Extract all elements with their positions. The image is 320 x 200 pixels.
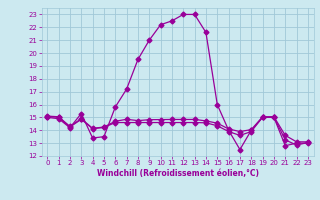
X-axis label: Windchill (Refroidissement éolien,°C): Windchill (Refroidissement éolien,°C)	[97, 169, 259, 178]
